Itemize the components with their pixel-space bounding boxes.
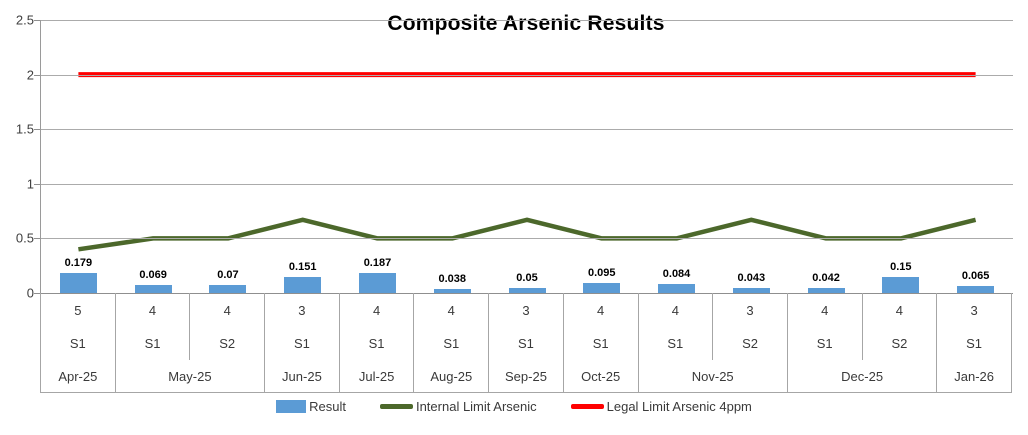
result-bar[interactable] bbox=[583, 282, 621, 293]
result-bar[interactable] bbox=[284, 276, 322, 293]
category-sample-cell: S1 bbox=[41, 327, 116, 360]
category-sample-cell: S1 bbox=[414, 327, 490, 360]
category-count-cell: 5 bbox=[41, 293, 116, 327]
legend-label: Legal Limit Arsenic 4ppm bbox=[606, 399, 752, 414]
category-month-cell: Oct-25 bbox=[563, 360, 639, 393]
legend-bar-swatch bbox=[276, 400, 307, 413]
bar-data-label: 0.05 bbox=[516, 271, 538, 284]
legend-line-swatch bbox=[570, 404, 604, 409]
category-count-cell: 3 bbox=[937, 293, 1012, 327]
category-row-samples: S1 S1 S2 S1 S1 S1 S1 S1 S1 S2 S1 S2 S1 bbox=[41, 327, 1012, 360]
category-sample-cell: S1 bbox=[116, 327, 191, 360]
x-axis-line bbox=[41, 293, 1013, 294]
bar-data-label: 0.187 bbox=[363, 256, 392, 269]
chart-title: Composite Arsenic Results bbox=[387, 12, 665, 35]
category-sample-cell: S1 bbox=[489, 327, 564, 360]
y-axis-label: 2.5 bbox=[15, 12, 34, 28]
bar-data-label: 0.179 bbox=[64, 257, 93, 270]
y-axis-tick bbox=[34, 183, 40, 185]
category-month-cell: Jul-25 bbox=[339, 360, 415, 393]
result-bar[interactable] bbox=[508, 287, 546, 293]
category-sample-cell: S1 bbox=[265, 327, 340, 360]
bar-data-label: 0.095 bbox=[588, 266, 616, 279]
gridline bbox=[41, 74, 1013, 76]
result-bar[interactable] bbox=[658, 283, 696, 293]
legend-label: Result bbox=[309, 399, 346, 414]
bar-data-label: 0.151 bbox=[288, 260, 317, 273]
category-sample-cell: S1 bbox=[639, 327, 714, 360]
y-axis-tick bbox=[34, 238, 40, 240]
internal-limit-line[interactable] bbox=[78, 217, 977, 252]
gridline bbox=[41, 20, 1013, 21]
y-axis-tick bbox=[34, 74, 40, 76]
category-sample-cell: S2 bbox=[713, 327, 788, 360]
category-count-cell: 4 bbox=[788, 293, 863, 327]
category-sample-cell: S2 bbox=[190, 327, 266, 360]
category-count-cell: 3 bbox=[265, 293, 340, 327]
category-month-cell: Jun-25 bbox=[265, 360, 340, 393]
result-bar[interactable] bbox=[134, 285, 172, 293]
bar-data-label: 0.042 bbox=[812, 272, 840, 285]
bar-data-label: 0.038 bbox=[438, 272, 466, 285]
bar-data-label: 0.043 bbox=[737, 272, 766, 285]
category-sample-cell: S1 bbox=[340, 327, 415, 360]
category-month-cell: Nov-25 bbox=[638, 360, 788, 393]
bar-data-label: 0.069 bbox=[139, 269, 167, 282]
category-count-cell: 4 bbox=[340, 293, 415, 327]
category-count-cell: 4 bbox=[639, 293, 714, 327]
bar-data-label: 0.065 bbox=[961, 269, 990, 282]
gridline bbox=[41, 183, 1013, 185]
gridline bbox=[41, 238, 1013, 240]
result-bar[interactable] bbox=[807, 288, 845, 293]
category-count-cell: 4 bbox=[116, 293, 191, 327]
category-count-cell: 4 bbox=[863, 293, 938, 327]
category-count-cell: 3 bbox=[489, 293, 564, 327]
legend-item-legal-limit-arsenic-4ppm[interactable]: Legal Limit Arsenic 4ppm bbox=[570, 399, 752, 414]
category-month-cell: Dec-25 bbox=[787, 360, 938, 393]
gridline bbox=[41, 129, 1013, 131]
category-month-cell: May-25 bbox=[115, 360, 266, 393]
bar-data-label: 0.084 bbox=[662, 267, 691, 280]
category-row-months: Apr-25 May-25 Jun-25 Jul-25 Aug-25 Sep-25 Oct-… bbox=[41, 360, 1012, 393]
bar-data-label: 0.15 bbox=[890, 260, 912, 273]
y-axis-tick bbox=[34, 129, 40, 131]
result-bar[interactable] bbox=[358, 272, 396, 293]
legend: Result Internal Limit Arsenic Legal Limit … bbox=[0, 399, 1028, 414]
result-bar[interactable] bbox=[433, 288, 471, 293]
y-axis-tick bbox=[34, 293, 40, 294]
category-sample-cell: S2 bbox=[863, 327, 938, 360]
bar-data-label: 0.07 bbox=[217, 269, 239, 282]
category-month-cell: Jan-26 bbox=[937, 360, 1012, 393]
result-bar[interactable] bbox=[957, 285, 995, 293]
y-axis-label: 0.5 bbox=[15, 230, 34, 246]
category-sample-cell: S1 bbox=[564, 327, 639, 360]
y-axis-label: 2 bbox=[26, 67, 34, 83]
category-month-cell: Apr-25 bbox=[41, 360, 116, 393]
y-axis-label: 1 bbox=[26, 176, 34, 192]
legend-item-result[interactable]: Result bbox=[276, 399, 346, 414]
result-bar[interactable] bbox=[882, 276, 920, 293]
result-bar[interactable] bbox=[59, 273, 97, 293]
result-bar[interactable] bbox=[732, 288, 770, 293]
category-month-cell: Sep-25 bbox=[489, 360, 564, 393]
y-axis-tick bbox=[34, 20, 40, 21]
y-axis-label: 0 bbox=[26, 285, 34, 301]
series-lines bbox=[78, 72, 977, 252]
category-sample-cell: S1 bbox=[788, 327, 863, 360]
category-count-cell: 3 bbox=[713, 293, 788, 327]
y-axis-label: 1.5 bbox=[15, 121, 34, 137]
category-count-cell: 4 bbox=[190, 293, 266, 327]
category-axis-table: 5 4 4 3 4 4 3 4 4 3 4 4 3 S1 S1 S2 S1 S1 S1 S1 S1 S1 S2 S1 S2 S1 A… bbox=[40, 293, 1012, 393]
result-bar[interactable] bbox=[209, 285, 247, 293]
category-count-cell: 4 bbox=[414, 293, 490, 327]
plot-area: 0.179 0.069 0.07 0.151 0.187 0.038 0.05 0.095 0.… bbox=[40, 20, 1013, 294]
category-count-cell: 4 bbox=[564, 293, 639, 327]
legend-line-swatch bbox=[379, 404, 413, 409]
category-sample-cell: S1 bbox=[937, 327, 1012, 360]
legend-label: Internal Limit Arsenic bbox=[415, 399, 537, 414]
category-month-cell: Aug-25 bbox=[414, 360, 490, 393]
legend-item-internal-limit-arsenic[interactable]: Internal Limit Arsenic bbox=[379, 399, 537, 414]
